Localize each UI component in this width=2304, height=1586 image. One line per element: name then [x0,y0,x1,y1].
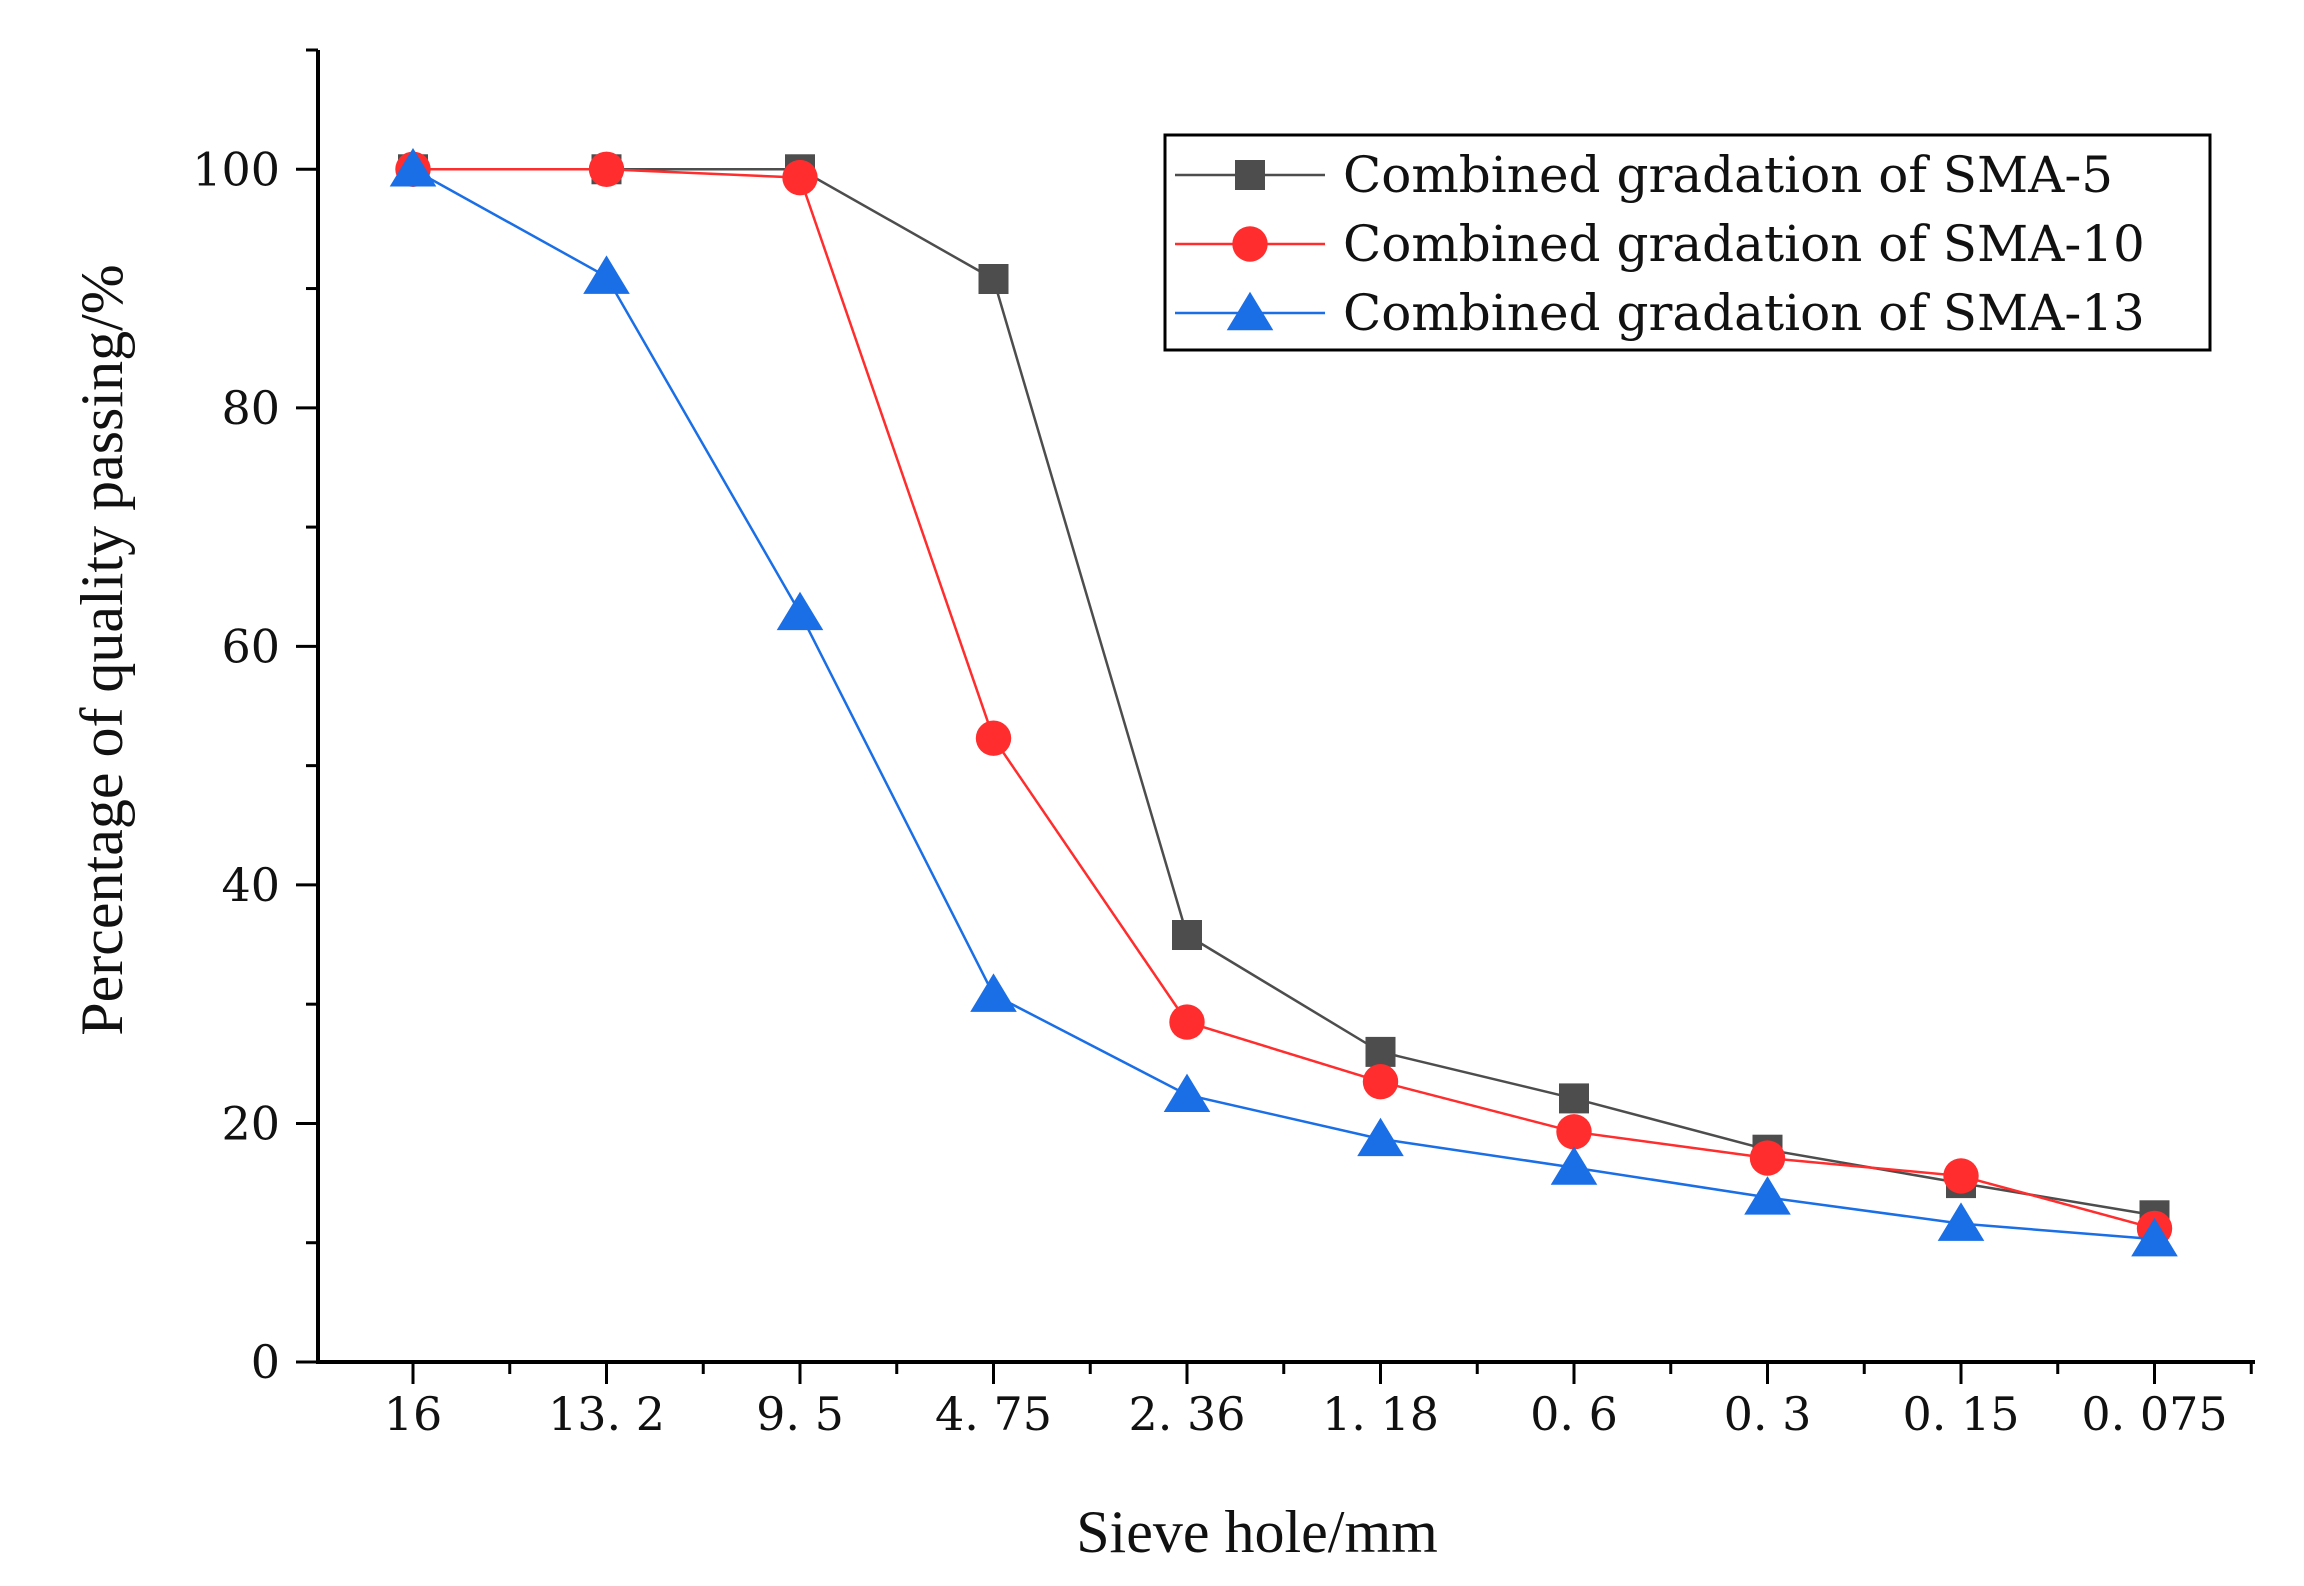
x-tick-label: 9. 5 [756,1387,844,1441]
x-axis-title: Sieve hole/mm [1076,1499,1438,1565]
y-tick-label: 0 [251,1335,280,1389]
legend-label: Combined gradation of SMA-13 [1343,284,2145,342]
legend-marker [1232,226,1268,262]
series-line [412,168,2155,1241]
data-point [1365,1036,1396,1067]
data-point [2131,1217,2178,1257]
data-point [782,159,818,196]
series-line [413,168,2155,1230]
y-tick-label: 60 [221,619,280,673]
data-point [1163,1073,1211,1113]
legend-label: Combined gradation of SMA-5 [1343,146,2113,204]
axes: 0 20 40 60 80 100 16 13. 2 9. 5 4. 75 2. 36 1. 18 0.… [192,48,2255,1441]
data-point [1362,1064,1399,1100]
y-tick-label: 40 [221,858,280,912]
legend-label: Combined gradation of SMA-10 [1343,215,2145,273]
data-point [978,264,1009,295]
x-tick-label: 16 [384,1387,443,1441]
data-point [588,151,625,187]
series-3 [389,148,2178,1257]
data-point [970,973,1017,1012]
series-layer [389,148,2178,1257]
y-axis-title: Percentage of quality passing/% [69,264,135,1035]
data-point [1744,1176,1791,1215]
y-tick-label: 20 [221,1096,280,1150]
x-tick-label: 4. 75 [935,1387,1052,1441]
x-tick-label: 0. 075 [2081,1387,2227,1441]
legend: Combined gradation of SMA-5 Combined grad… [1163,133,2212,352]
y-tick-label: 100 [192,142,280,196]
data-point [1556,1114,1592,1150]
data-point [1357,1117,1404,1157]
legend-marker [1226,291,1274,331]
x-tick-label: 0. 15 [1902,1387,2019,1441]
data-point [1937,1202,1985,1241]
data-point [975,720,1012,756]
x-tick-label: 13. 2 [548,1387,665,1441]
y-tick-label: 80 [221,381,280,435]
x-tick-label: 1. 18 [1322,1387,1439,1441]
data-point [1559,1083,1589,1114]
data-point [1749,1140,1786,1176]
data-point [1550,1146,1598,1185]
data-point [1943,1158,1979,1194]
data-point [776,591,824,631]
data-point [1169,1004,1205,1040]
legend-marker [1235,160,1265,190]
x-tick-label: 2. 36 [1128,1387,1245,1441]
data-point [389,148,437,187]
data-point [583,255,630,294]
x-tick-label: 0. 6 [1530,1387,1618,1441]
x-tick-label: 0. 3 [1724,1387,1812,1441]
legend-box [1163,133,2212,352]
data-point [1172,920,1202,951]
